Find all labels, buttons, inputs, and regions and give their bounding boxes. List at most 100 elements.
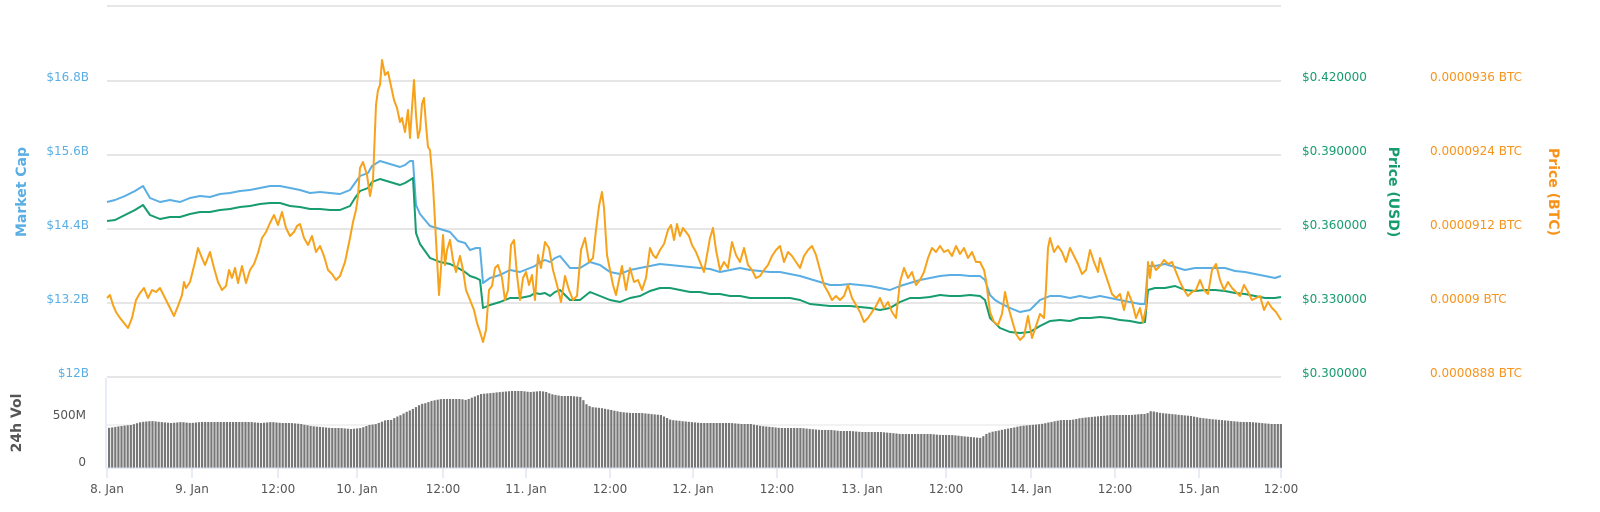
volume-bar: [867, 432, 870, 468]
volume-bar: [861, 432, 864, 468]
volume-bar: [969, 437, 972, 468]
volume-bar: [650, 414, 653, 468]
volume-bar: [817, 429, 821, 468]
volume-bar: [346, 428, 349, 468]
market-cap-tick-label: $12B: [58, 366, 89, 380]
volume-bar: [920, 434, 923, 468]
volume-bar: [848, 431, 852, 468]
volume-bar: [1276, 424, 1279, 468]
volume-bar: [895, 433, 898, 468]
volume-bar: [678, 420, 681, 468]
volume-bar: [780, 428, 783, 468]
volume-bar: [1062, 420, 1065, 468]
volume-bar: [1100, 416, 1103, 468]
volume-bar: [827, 430, 830, 468]
volume-bar: [985, 433, 988, 468]
volume-bar: [976, 437, 979, 468]
volume-bar: [644, 413, 647, 468]
volume-bar: [1196, 417, 1199, 468]
volume-bar: [334, 428, 337, 468]
volume-bar: [495, 392, 498, 468]
volume-bar: [721, 423, 724, 468]
volume-bar: [604, 408, 607, 468]
volume-bar: [824, 430, 827, 468]
volume-bar: [328, 427, 331, 468]
volume-bar: [852, 431, 855, 468]
volume-bar: [120, 426, 123, 468]
x-tick-label: 12:00: [261, 482, 296, 496]
market-cap-tick-label: $15.6B: [46, 144, 89, 158]
volume-bar: [979, 437, 982, 468]
price-usd-tick-label: $0.390000: [1302, 144, 1367, 158]
volume-bar: [1211, 419, 1214, 468]
gridlines: [105, 5, 1281, 468]
volume-bar: [1258, 422, 1261, 468]
volume-bar: [1168, 413, 1171, 468]
volume-bar: [948, 435, 951, 468]
volume-bar: [811, 429, 814, 468]
volume-bar: [411, 408, 414, 468]
volume-bar: [1279, 424, 1282, 468]
volume-bar: [445, 399, 449, 468]
volume-bar: [573, 396, 576, 468]
price-usd-axis-title: Price (USD): [1385, 147, 1401, 238]
volume-bar: [526, 391, 529, 468]
volume-bar: [783, 428, 786, 468]
volume-bar: [331, 428, 334, 468]
volume-bar: [954, 435, 957, 468]
volume-bar: [219, 422, 222, 468]
volume-bar: [886, 432, 889, 468]
volume-bar: [662, 416, 666, 468]
volume-bar: [452, 399, 455, 468]
volume-bar: [765, 426, 768, 468]
volume-bar: [569, 396, 573, 468]
x-tick-label: 12:00: [760, 482, 795, 496]
volume-bar: [393, 418, 396, 468]
volume-bar: [1189, 416, 1193, 468]
volume-bar: [1019, 426, 1022, 468]
volume-bar: [1016, 426, 1019, 468]
volume-bar: [889, 432, 892, 468]
volume-bar: [712, 423, 715, 468]
volume-bar: [1003, 429, 1007, 468]
volume-bar: [672, 420, 675, 468]
volume-bar: [675, 420, 678, 468]
volume-bar: [498, 392, 501, 468]
volume-bar: [377, 422, 380, 468]
volume-bar: [383, 420, 387, 468]
volume-bar: [489, 393, 492, 468]
volume-bar: [1115, 415, 1118, 468]
volume-bar: [591, 407, 594, 468]
volume-bar: [1124, 415, 1127, 468]
volume-bar: [535, 391, 538, 468]
volume-bar: [399, 415, 402, 468]
volume-bar: [1261, 423, 1264, 468]
volume-bar: [1118, 415, 1121, 468]
volume-bar: [538, 391, 542, 468]
volume-bar: [786, 428, 790, 468]
volume-bar: [1025, 425, 1028, 468]
volume-bar: [1022, 425, 1025, 468]
volume-bar: [1174, 414, 1177, 468]
volume-bar: [1103, 415, 1106, 468]
volume-bar: [1093, 416, 1096, 468]
volume-bar: [700, 423, 703, 468]
volume-bar: [303, 424, 306, 468]
volume-bar: [504, 391, 507, 468]
x-tick-label: 12. Jan: [672, 482, 713, 496]
y-axis-market-cap: $16.8B $15.6B $14.4B $13.2B $12B: [46, 70, 89, 380]
volume-bar: [507, 391, 511, 468]
volume-bar: [300, 424, 303, 468]
volume-bar: [607, 409, 610, 468]
volume-bar: [1224, 420, 1227, 468]
volume-bar: [520, 391, 523, 468]
volume-bar: [139, 422, 142, 468]
volume-bar: [616, 411, 619, 468]
volume-bar: [1072, 419, 1075, 468]
volume-bar: [123, 425, 126, 468]
volume-bar: [855, 431, 858, 468]
volume-bar: [263, 422, 266, 468]
volume-bar: [368, 424, 371, 468]
volume-bar: [154, 421, 157, 468]
volume-bar: [480, 394, 483, 468]
